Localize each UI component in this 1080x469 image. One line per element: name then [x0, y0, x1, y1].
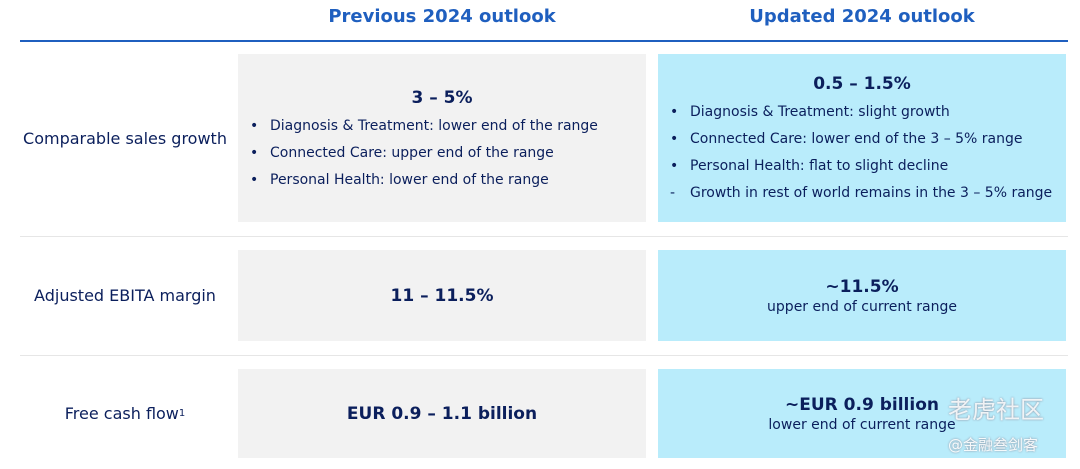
bullet-text: Connected Care: lower end of the 3 – 5% …	[690, 131, 1023, 147]
headline: 11 – 11.5%	[390, 285, 494, 306]
bullet-text: Connected Care: upper end of the range	[270, 144, 554, 161]
note: lower end of current range	[768, 416, 956, 433]
bullet-marker: •	[250, 144, 259, 161]
updated-cell: ~11.5% upper end of current range	[658, 250, 1066, 341]
bullet-item: • Personal Health: lower end of the range	[250, 171, 634, 189]
bullet-marker: •	[250, 117, 259, 134]
bullet-text: Diagnosis & Treatment: lower end of the …	[270, 117, 598, 134]
row-divider	[20, 236, 1068, 237]
bullet-marker: •	[250, 171, 259, 188]
bullet-text: Growth in rest of world remains in the 3…	[690, 185, 1053, 201]
updated-cell: ~EUR 0.9 billion lower end of current ran…	[658, 369, 1066, 458]
bullet-item: - Growth in rest of world remains in the …	[670, 184, 1054, 202]
bullet-item: • Connected Care: upper end of the range	[250, 144, 634, 162]
note: upper end of current range	[767, 298, 957, 315]
bullet-marker: •	[670, 131, 679, 147]
bullet-text: Personal Health: flat to slight decline	[690, 158, 949, 174]
row-label: Adjusted EBITA margin	[20, 250, 230, 341]
label-text: Free cash flow	[64, 404, 179, 423]
bullet-text: Diagnosis & Treatment: slight growth	[690, 104, 950, 120]
row-divider	[20, 355, 1068, 356]
label-text: Comparable sales growth	[23, 128, 227, 148]
headline: ~EUR 0.9 billion	[785, 394, 939, 415]
bullet-marker: •	[670, 104, 679, 120]
watermark-title: 老虎社区	[948, 396, 1044, 424]
headline: EUR 0.9 – 1.1 billion	[346, 403, 538, 424]
label-text: Adjusted EBITA margin	[34, 286, 216, 305]
previous-cell: EUR 0.9 – 1.1 billion	[238, 369, 646, 458]
previous-cell: 11 – 11.5%	[238, 250, 646, 341]
row-label: Comparable sales growth	[20, 54, 230, 222]
updated-cell: 0.5 – 1.5% • Diagnosis & Treatment: slight…	[658, 54, 1066, 222]
header-rule	[20, 40, 1068, 42]
headline: 0.5 – 1.5%	[813, 74, 911, 94]
previous-cell: 3 – 5% • Diagnosis & Treatment: lower end …	[238, 54, 646, 222]
watermark-handle: @金融叁剑客	[948, 436, 1039, 454]
headline: 3 – 5%	[411, 87, 473, 108]
column-header: Previous 2024 outlook	[328, 6, 556, 27]
footnote-mark: 1	[178, 408, 186, 419]
column-header: Updated 2024 outlook	[749, 6, 975, 27]
bullet-item: • Connected Care: lower end of the 3 – 5%…	[670, 130, 1054, 148]
bullet-item: • Personal Health: flat to slight decline	[670, 157, 1054, 175]
bullet-marker: -	[670, 185, 676, 201]
bullet-item: • Diagnosis & Treatment: slight growth	[670, 103, 1054, 121]
bullet-item: • Diagnosis & Treatment: lower end of the…	[250, 117, 634, 135]
row-label: Free cash flow 1	[20, 369, 230, 458]
headline: ~11.5%	[825, 276, 899, 297]
bullet-text: Personal Health: lower end of the range	[270, 171, 549, 188]
bullet-marker: •	[670, 158, 679, 174]
